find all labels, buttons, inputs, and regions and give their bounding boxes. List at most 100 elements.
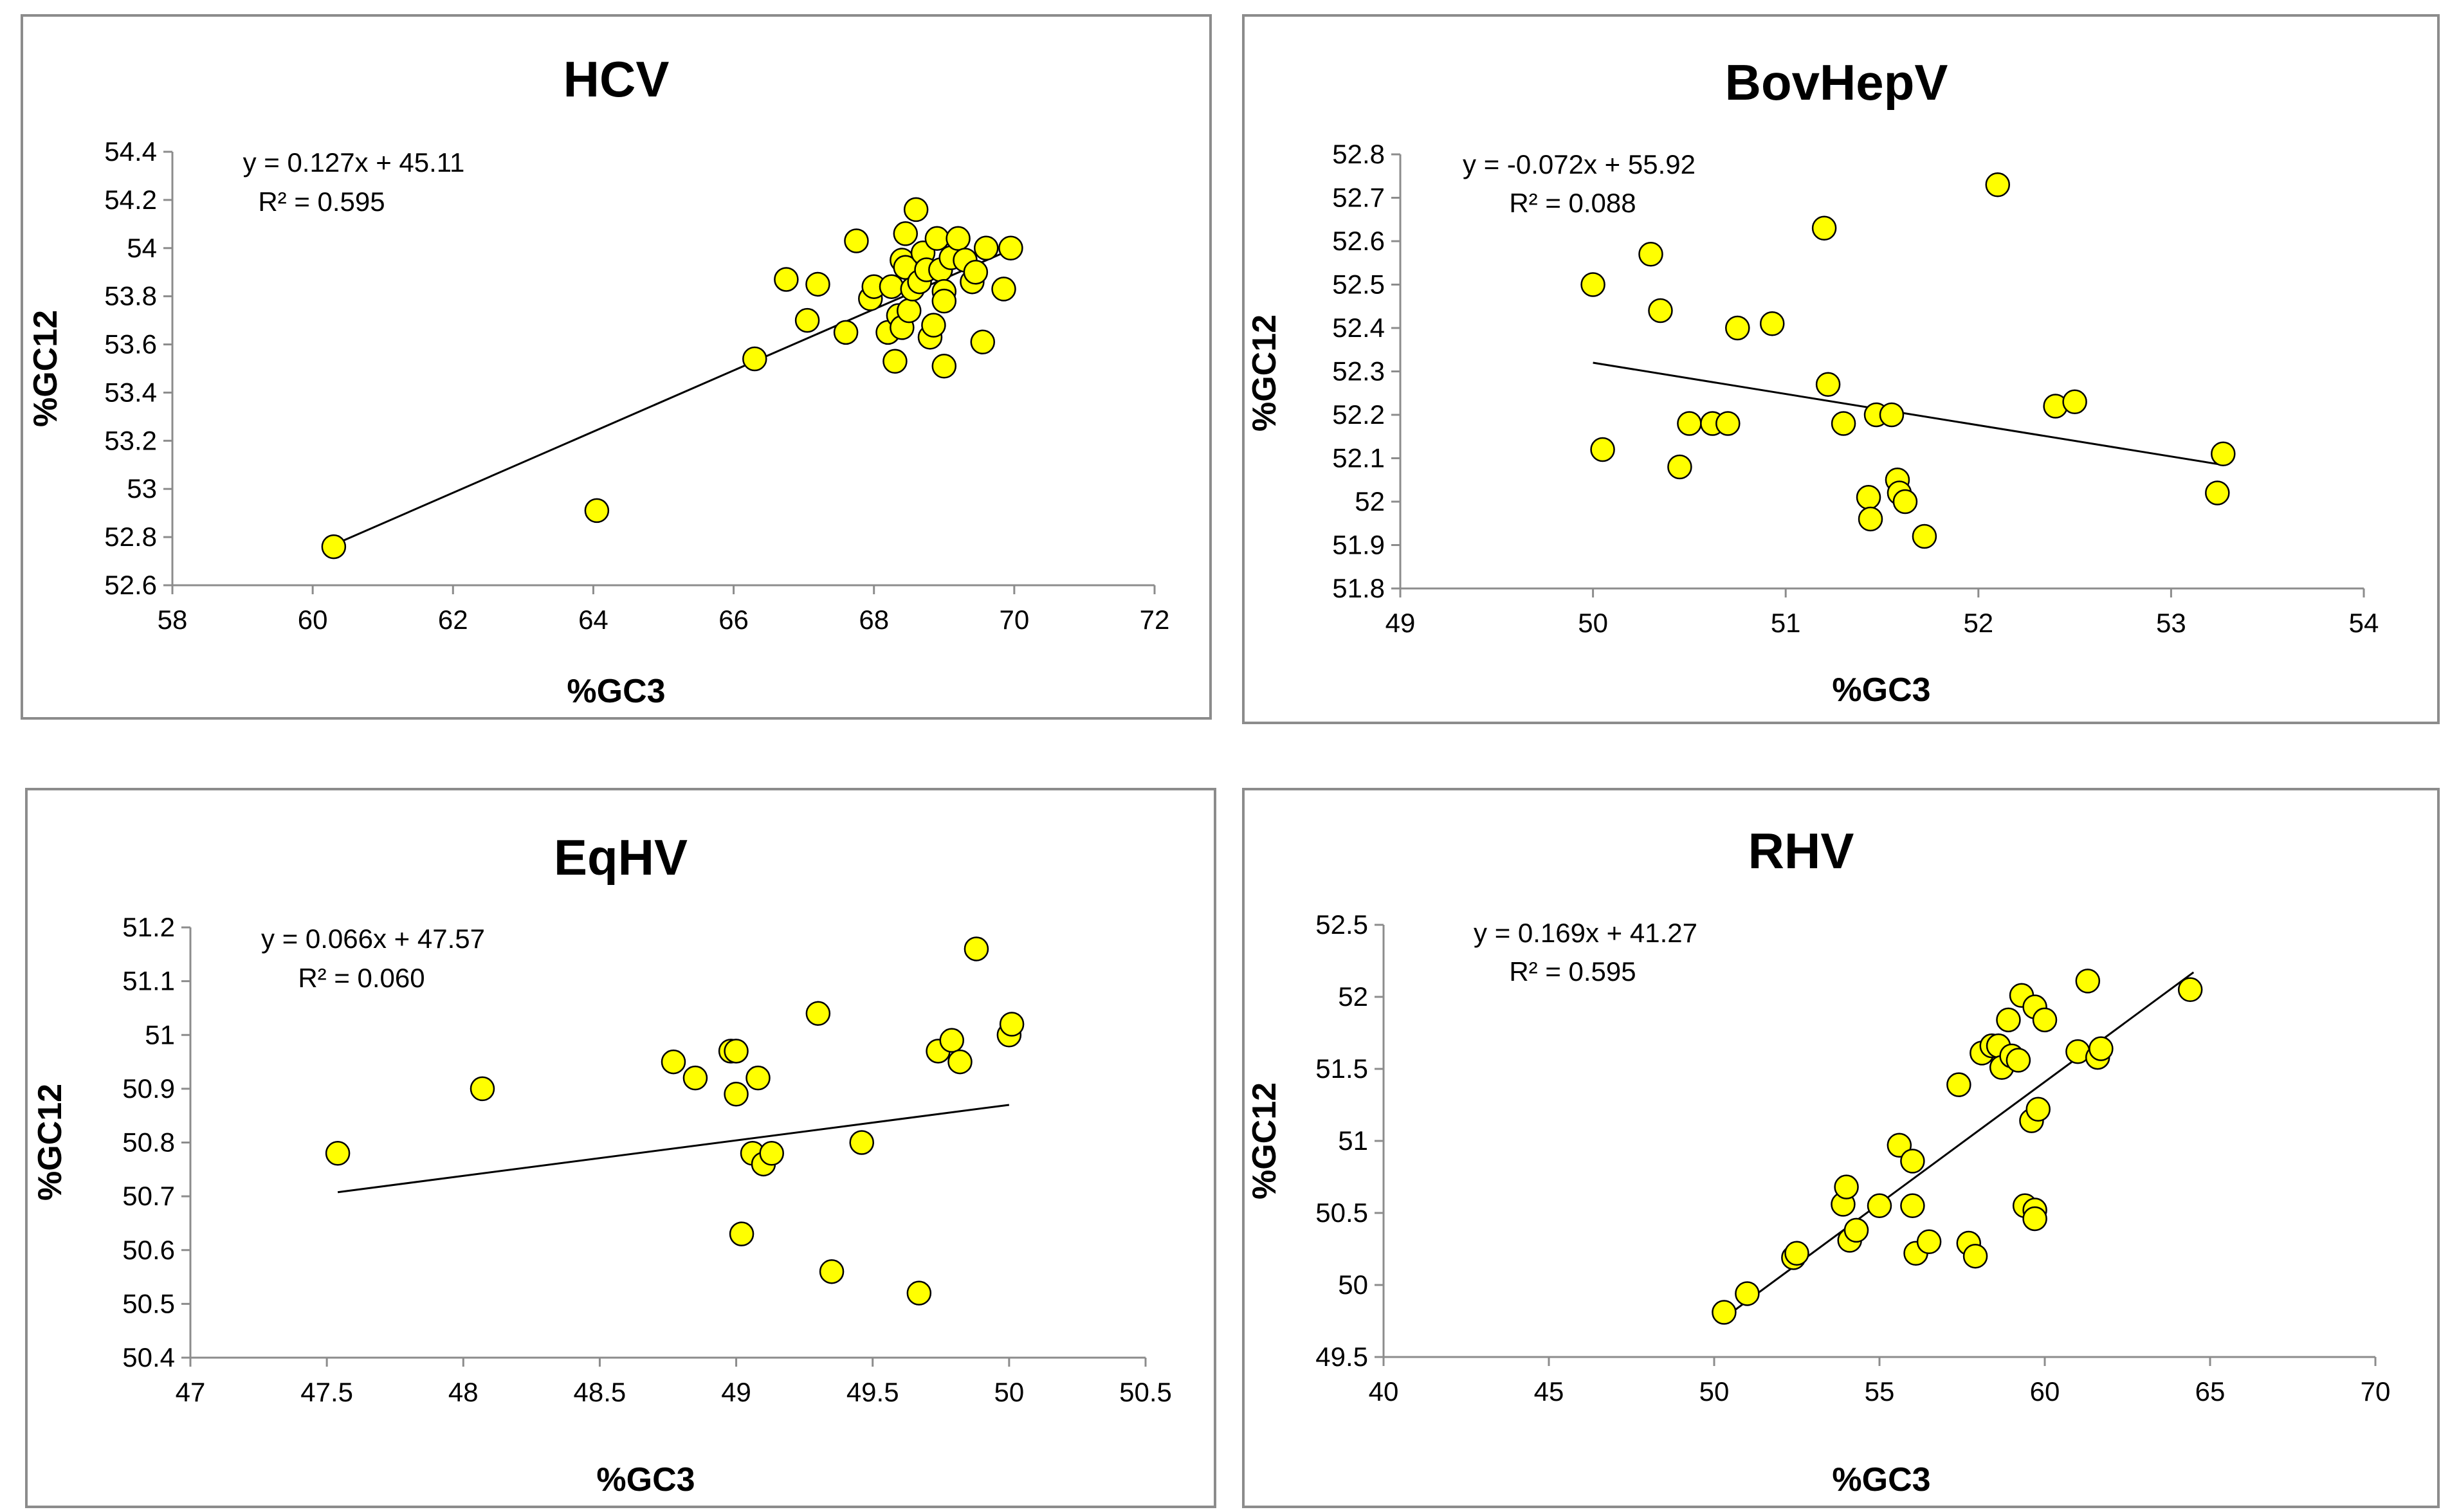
- data-point: [2205, 480, 2230, 506]
- chart-panel-bovhepv: BovHepV 49 50 51 52 53 54 51.8 51.9 52 52.1 52.2 52.…: [1242, 14, 2440, 724]
- data-point: [903, 197, 929, 223]
- data-point: [999, 1012, 1025, 1037]
- y-tick-label: 50.5: [1315, 1198, 1368, 1228]
- data-point: [1638, 242, 1663, 267]
- trend-line: [333, 247, 1015, 546]
- data-point: [897, 298, 922, 323]
- data-point: [1667, 454, 1692, 480]
- y-tick-label: 51.9: [1332, 530, 1385, 560]
- y-tick-label: 54.2: [104, 185, 157, 215]
- data-point: [470, 1076, 495, 1102]
- data-point: [1962, 1243, 1988, 1269]
- r-squared: R² = 0.060: [298, 963, 425, 993]
- y-tick-label: 50.7: [122, 1181, 175, 1211]
- data-point: [819, 1259, 845, 1284]
- data-point: [931, 354, 957, 379]
- data-point: [931, 288, 957, 314]
- regression-equation: y = -0.072x + 55.92: [1463, 149, 1696, 179]
- data-point: [947, 1049, 973, 1075]
- data-point: [742, 346, 767, 372]
- data-point: [921, 313, 946, 338]
- data-point: [1843, 1217, 1869, 1243]
- chart-frame: [1242, 14, 2440, 724]
- x-tick-label: 70: [999, 605, 1029, 635]
- data-point: [321, 534, 347, 560]
- chart-panel-eqhv: EqHV 47 47.5 48 48.5 49 49.5 50 50.5 50.4 50.5 50.6…: [25, 788, 1216, 1508]
- y-tick-label: 51.1: [122, 966, 175, 996]
- chart-title: RHV: [1748, 823, 1854, 879]
- data-point: [661, 1049, 686, 1075]
- x-tick-label: 40: [1369, 1376, 1399, 1407]
- trend-line: [337, 1104, 1010, 1194]
- data-point: [833, 320, 859, 345]
- data-point: [745, 1065, 771, 1091]
- data-point: [2075, 969, 2101, 994]
- data-point: [973, 235, 999, 261]
- x-tick-label: 48: [448, 1377, 479, 1407]
- y-tick-label: 53.4: [104, 377, 157, 407]
- x-tick-label: 65: [2195, 1376, 2226, 1407]
- y-axis-label: %GC12: [1246, 314, 1283, 432]
- x-tick-label: 49.5: [846, 1377, 899, 1407]
- y-tick-label: 52: [1338, 981, 1368, 1012]
- x-axis-label: %GC3: [596, 1461, 695, 1498]
- data-point: [1985, 172, 2011, 197]
- chart-panel-rhv: RHV 40 45 50 55 60 65 70 49.5 50 50.5 51 51.5 52 52.5%…: [1242, 788, 2440, 1508]
- data-point: [1867, 1193, 1892, 1219]
- data-point: [2022, 1206, 2047, 1232]
- data-point: [1815, 372, 1841, 397]
- x-tick-label: 72: [1140, 605, 1170, 635]
- data-point: [729, 1221, 754, 1246]
- data-point: [963, 259, 989, 285]
- x-tick-label: 49: [721, 1377, 751, 1407]
- data-point: [584, 498, 610, 524]
- chart-frame: [21, 14, 1212, 720]
- data-point: [1759, 311, 1785, 336]
- data-point: [1996, 1007, 2021, 1033]
- chart-title: EqHV: [554, 829, 688, 886]
- data-point: [882, 349, 908, 374]
- data-point: [1811, 215, 1837, 241]
- y-tick-label: 50.9: [122, 1073, 175, 1104]
- r-squared: R² = 0.595: [1509, 956, 1636, 987]
- x-axis-label: %GC3: [567, 673, 665, 710]
- chart-frame: [25, 788, 1216, 1508]
- y-tick-label: 51: [145, 1019, 175, 1050]
- data-point: [1712, 1300, 1737, 1325]
- data-point: [1858, 506, 1883, 532]
- y-tick-label: 51: [1338, 1125, 1368, 1156]
- data-point: [1892, 489, 1918, 515]
- data-point: [2025, 1097, 2051, 1122]
- y-axis-label: %GC12: [1246, 1082, 1283, 1199]
- data-point: [774, 267, 799, 292]
- data-point: [724, 1039, 749, 1064]
- data-point: [1879, 402, 1905, 428]
- x-tick-label: 70: [2361, 1376, 2391, 1407]
- data-point: [2089, 1036, 2114, 1061]
- y-tick-label: 52: [1355, 486, 1385, 516]
- chart-title: HCV: [563, 51, 670, 107]
- y-tick-label: 50.8: [122, 1127, 175, 1158]
- data-point: [1677, 411, 1702, 436]
- data-point: [879, 274, 904, 299]
- data-point: [849, 1130, 874, 1155]
- x-tick-label: 64: [578, 605, 608, 635]
- x-tick-label: 66: [718, 605, 749, 635]
- data-point: [1887, 1133, 1912, 1158]
- data-point: [805, 1001, 831, 1026]
- y-tick-label: 52.2: [1332, 399, 1385, 430]
- data-point: [998, 235, 1023, 261]
- data-point: [1735, 1281, 1760, 1306]
- data-point: [1725, 315, 1750, 341]
- y-tick-label: 52.4: [1332, 313, 1385, 343]
- x-tick-label: 47.5: [300, 1377, 353, 1407]
- data-point: [964, 936, 989, 961]
- x-axis-label: %GC3: [1832, 1461, 1930, 1498]
- y-tick-label: 51.8: [1332, 573, 1385, 603]
- x-tick-label: 45: [1534, 1376, 1564, 1407]
- x-tick-label: 50: [994, 1377, 1024, 1407]
- data-point: [759, 1140, 784, 1166]
- trend-line: [1593, 361, 2224, 466]
- y-tick-label: 52.8: [104, 522, 157, 552]
